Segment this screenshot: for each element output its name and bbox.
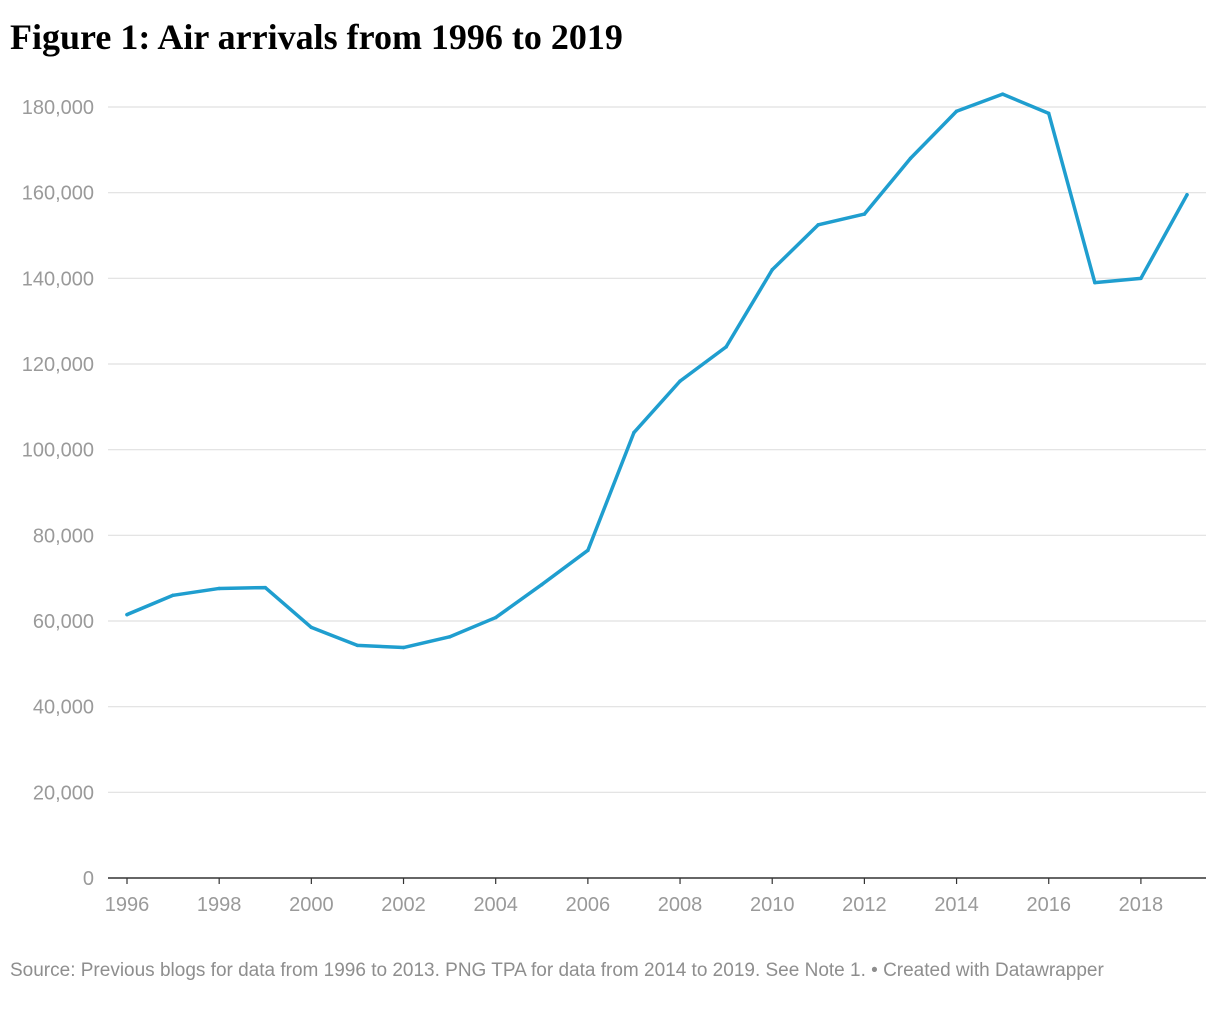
data-point — [540, 582, 544, 587]
y-tick-label: 160,000 — [22, 183, 94, 205]
y-tick-label: 20,000 — [33, 782, 94, 804]
data-point — [724, 345, 728, 349]
x-tick-label: 2002 — [381, 894, 426, 916]
y-tick-label: 180,000 — [22, 97, 94, 119]
y-tick-label: 100,000 — [22, 440, 94, 462]
data-point — [1185, 193, 1189, 197]
data-point — [401, 645, 406, 650]
y-tick-label: 120,000 — [22, 354, 94, 376]
x-tick-label: 2004 — [473, 894, 518, 916]
y-tick-label: 40,000 — [33, 697, 94, 719]
data-point — [1139, 276, 1143, 281]
y-tick-label: 60,000 — [33, 611, 94, 633]
chart-title: Figure 1: Air arrivals from 1996 to 2019 — [10, 17, 623, 57]
x-tick-label: 1998 — [197, 894, 242, 916]
data-point — [125, 612, 129, 617]
x-tick-label: 2018 — [1119, 894, 1164, 916]
x-tick-label: 2016 — [1026, 894, 1071, 916]
data-point — [1000, 92, 1005, 96]
data-point — [954, 109, 959, 114]
data-point — [678, 379, 682, 383]
source-note: Source: Previous blogs for data from 199… — [10, 960, 1104, 981]
data-point — [447, 635, 452, 639]
x-tick-label: 1996 — [105, 894, 150, 916]
data-point — [1093, 280, 1097, 285]
y-tick-label: 0 — [83, 868, 94, 890]
data-point — [309, 625, 314, 630]
data-point — [1046, 111, 1051, 116]
series-line — [125, 92, 1189, 650]
data-point — [586, 548, 590, 553]
data-point — [263, 585, 268, 590]
y-tick-label: 80,000 — [33, 525, 94, 547]
x-tick-label: 2012 — [842, 894, 887, 916]
x-tick-label: 2000 — [289, 894, 334, 916]
x-tick-label: 2014 — [934, 894, 979, 916]
x-tick-label: 2010 — [750, 894, 795, 916]
data-point — [493, 615, 498, 620]
data-point — [816, 223, 821, 227]
data-point — [862, 212, 867, 216]
y-tick-label: 140,000 — [22, 268, 94, 290]
x-tick-label: 2006 — [566, 894, 611, 916]
data-point — [355, 643, 360, 648]
data-point — [632, 430, 636, 435]
data-point — [217, 586, 221, 591]
data-point — [908, 156, 913, 161]
data-point — [171, 593, 175, 598]
data-point — [770, 268, 774, 272]
x-tick-label: 2008 — [658, 894, 703, 916]
